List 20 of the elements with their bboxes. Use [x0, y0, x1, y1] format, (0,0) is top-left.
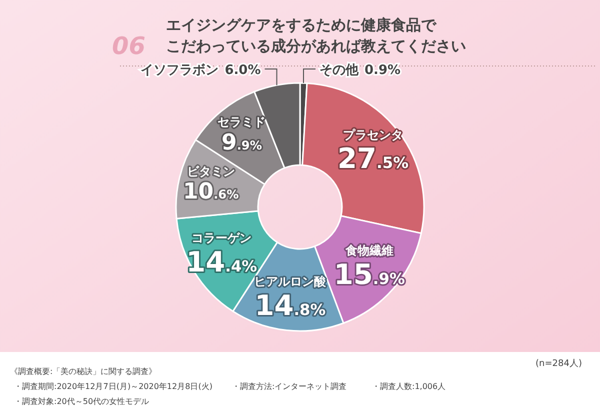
slice-label: ビタミン [186, 164, 235, 178]
slice-label: コラーゲン [192, 231, 252, 246]
slice-label: イソフラボン [140, 63, 219, 78]
text: ・調査方法:インターネット調査 [232, 382, 347, 391]
text: 06 [112, 32, 146, 60]
data-label: 6.0% [224, 63, 261, 78]
text: ・調査人数:1,006人 [372, 382, 446, 391]
slice-label: 食物繊維 [344, 243, 394, 258]
slice-label: その他 [320, 63, 360, 78]
chart-title: エイジングケアをするために健康食品でこだわっている成分があれば教えてください [166, 16, 466, 55]
data-label: 0.9% [364, 63, 401, 78]
slice-label: セラミド [218, 115, 266, 130]
text: (n=284人) [536, 358, 582, 369]
data-label: 14.8% [254, 289, 326, 322]
text: ・調査期間:2020年12月7日(月)～2020年12月8日(火) [14, 382, 212, 391]
data-label: 9.9% [222, 130, 262, 156]
data-label: 27.5% [338, 142, 409, 176]
text: 《調査概要:「美の秘訣」に関する調査》 [10, 367, 157, 376]
text: ・調査対象:20代～50代の女性モデル [14, 397, 150, 406]
data-label: 10.6% [182, 180, 239, 204]
